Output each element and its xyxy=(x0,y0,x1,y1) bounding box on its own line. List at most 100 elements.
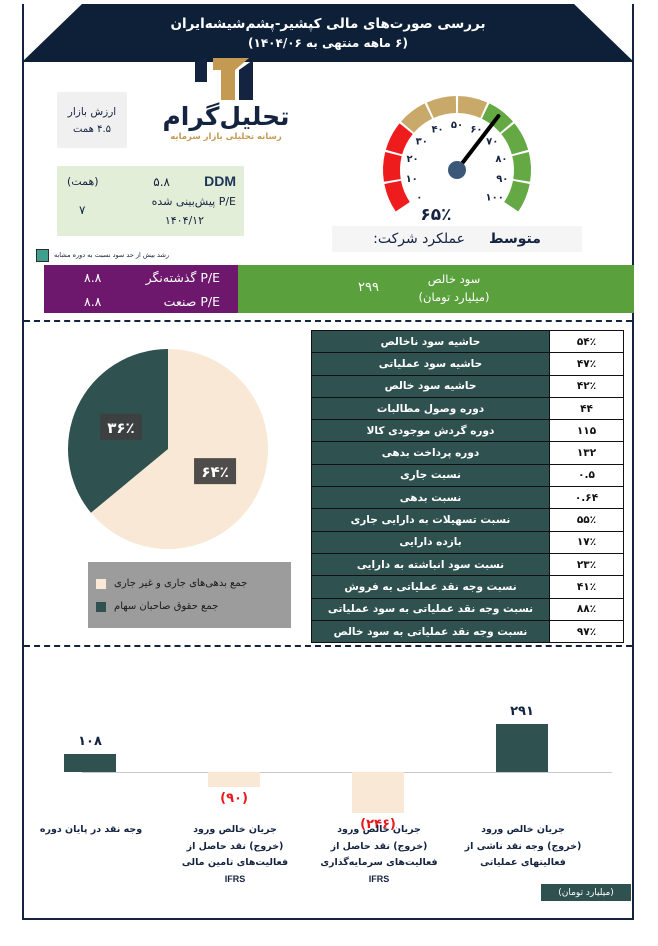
market-value-box: ارزش بازار ۴.۵ همت xyxy=(57,92,127,148)
svg-text:۰: ۰ xyxy=(416,192,422,203)
ratio-value: ۴۱٪ xyxy=(549,575,624,599)
svg-text:۶۰: ۶۰ xyxy=(470,124,482,135)
page-border xyxy=(22,4,634,920)
logo-mark-icon xyxy=(152,56,300,102)
bar-group: (۲۴۶) جریان خالص ورود (خروج) نقد حاصل از فع… xyxy=(302,652,454,917)
note-text: رشد بیش از حد سود نسبت به دوره مشابه xyxy=(54,251,170,259)
ratio-label: حاشیه سود ناخالص xyxy=(311,329,550,354)
table-row: ۵۵٪ نسبت تسهیلات به دارایی جاری xyxy=(311,508,624,532)
legend-label-liabilities: جمع بدهی‌های جاری و غیر جاری xyxy=(114,578,248,589)
table-row: ۵۴٪ حاشیه سود ناخالص xyxy=(311,329,624,354)
ratio-label: نسبت تسهیلات به دارایی جاری xyxy=(311,508,550,532)
ratio-label: نسبت سود انباشته به دارایی xyxy=(311,552,550,577)
table-row: ۴۷٪ حاشیه سود عملیاتی xyxy=(311,352,624,376)
svg-text:۷۰: ۷۰ xyxy=(486,136,498,147)
ratio-value: ۵۵٪ xyxy=(549,508,624,532)
forward-pe-label: P/E پیش‌بینی شده xyxy=(151,195,236,208)
ratio-value: ۲۳٪ xyxy=(549,552,624,577)
chart-unit-text: (میلیارد تومان) xyxy=(558,887,614,898)
bar-category-label: جریان خالص ورود (خروج) نقد حاصل از فعالیت‌… xyxy=(181,824,289,884)
table-row: ۸۸٪ نسبت وجه نقد عملیاتی به سود عملیاتی xyxy=(311,597,624,621)
net-profit-label: سود خالص (میلیارد تومان) xyxy=(354,271,554,307)
bar-group: (۹۰) جریان خالص ورود (خروج) نقد حاصل از فعا… xyxy=(158,652,310,917)
table-row: ۲۳٪ نسبت سود انباشته به دارایی xyxy=(311,552,624,577)
bar-value-label: ۲۹۱ xyxy=(510,703,534,719)
pie-slice xyxy=(90,349,269,549)
table-row: ۱۷٪ بازده دارایی xyxy=(311,530,624,554)
ratio-label: حاشیه سود عملیاتی xyxy=(311,352,550,376)
pie-legend: جمع بدهی‌های جاری و غیر جاری جمع حقوق صا… xyxy=(88,562,291,628)
header-banner: بررسی صورت‌های مالی کپشیر-پشم‌شیشه‌ایران… xyxy=(22,4,634,62)
ratio-label: دوره پرداخت بدهی xyxy=(311,441,550,465)
table-row: ۹۷٪ نسبت وجه نقد عملیاتی به سود خالص xyxy=(311,619,624,644)
table-row: ۴۴ دوره وصول مطالبات xyxy=(311,396,624,421)
svg-text:۵۰: ۵۰ xyxy=(451,120,463,131)
market-value-label: ارزش بازار xyxy=(67,105,117,118)
header-trapezoid-shape xyxy=(22,4,634,62)
performance-gauge: ۰ ۱۰ ۲۰ ۳۰ ۴۰ ۵۰ ۶۰ ۷۰ ۸۰ ۹۰ ۱۰۰ ۶۵٪ xyxy=(352,78,562,228)
performance-caption: متوسط عملکرد شرکت: xyxy=(332,226,582,252)
note-indicator-icon xyxy=(36,248,49,262)
table-row: ۴۱٪ نسبت وجه نقد عملیاتی به فروش xyxy=(311,575,624,599)
net-profit-label-line2: (میلیارد تومان) xyxy=(418,289,490,304)
industry-pe-value: ۸.۸ xyxy=(84,293,102,309)
ratio-label: حاشیه سود خالص xyxy=(311,374,550,398)
gauge-hub xyxy=(448,161,466,179)
pie-svg: ۶۴٪ ۳۶٪ xyxy=(68,349,269,549)
table-row: ۰.۵ نسبت جاری xyxy=(311,463,624,488)
performance-label: عملکرد شرکت: xyxy=(373,231,465,247)
pie-data-label: ۶۴٪ xyxy=(201,463,228,481)
ratio-value: ۵۴٪ xyxy=(549,329,624,354)
net-profit-panel: سود خالص (میلیارد تومان) ۲۹۹ xyxy=(238,265,634,313)
ratio-value: ۰.۵ xyxy=(549,463,624,488)
net-profit-label-line1: سود خالص xyxy=(427,272,481,286)
bar-value-label: (۹۰) xyxy=(220,790,248,806)
brand-logo: تحلیل‌گرام رسانه تحلیلی بازار سرمایه xyxy=(152,56,300,146)
chart-baseline xyxy=(82,772,612,773)
svg-text:۱۰۰: ۱۰۰ xyxy=(486,192,504,203)
bar-group: ۲۹۱ جریان خالص ورود (خروج) وجه نقد ناشی از… xyxy=(446,652,598,917)
bar xyxy=(208,772,260,787)
ratio-value: ۴۲٪ xyxy=(549,374,624,398)
page-title: بررسی صورت‌های مالی کپشیر-پشم‌شیشه‌ایران xyxy=(170,16,486,32)
ratio-label: نسبت وجه نقد عملیاتی به سود خالص xyxy=(311,619,550,644)
ratio-value: ۱۷٪ xyxy=(549,530,624,554)
legend-label-equity: جمع حقوق صاحبان سهام xyxy=(114,601,219,612)
industry-pe-label: P/E صنعت xyxy=(163,293,220,309)
chart-unit-badge: (میلیارد تومان) xyxy=(541,884,631,901)
pie-data-label: ۳۶٪ xyxy=(107,419,134,437)
ddm-label: DDM xyxy=(204,173,236,189)
ratio-value: ۰.۶۴ xyxy=(549,486,624,510)
ratio-label: نسبت وجه نقد عملیاتی به سود عملیاتی xyxy=(311,597,550,621)
ratio-label: بازده دارایی xyxy=(311,530,550,554)
market-value-amount: ۴.۵ همت xyxy=(73,123,111,135)
svg-text:۹۰: ۹۰ xyxy=(496,174,508,185)
ddm-value: ۵.۸ xyxy=(153,175,170,189)
ratio-value: ۱۳۲ xyxy=(549,441,624,465)
svg-text:۲۰: ۲۰ xyxy=(406,154,418,165)
section-divider-top xyxy=(24,320,632,322)
page-border-bottom xyxy=(22,918,634,920)
svg-text:۸۰: ۸۰ xyxy=(495,154,507,165)
table-row: ۱۳۲ دوره پرداخت بدهی xyxy=(311,441,624,465)
ratio-value: ۴۷٪ xyxy=(549,352,624,376)
ratio-label: دوره گردش موجودی کالا xyxy=(311,419,550,443)
ratio-value: ۸۸٪ xyxy=(549,597,624,621)
performance-value: متوسط xyxy=(488,231,541,247)
table-row: ۰.۶۴ نسبت بدهی xyxy=(311,486,624,510)
page-subtitle: (۶ ماهه منتهی به ۱۴۰۴/۰۶) xyxy=(248,36,408,50)
ratio-label: دوره وصول مطالبات xyxy=(311,396,550,421)
net-profit-value: ۲۹۹ xyxy=(358,280,379,295)
table-row: ۱۱۵ دوره گردش موجودی کالا xyxy=(311,419,624,443)
legend-item-liabilities: جمع بدهی‌های جاری و غیر جاری xyxy=(88,578,279,589)
bar-category-label: وجه نقد در پایان دوره xyxy=(39,824,143,835)
cashflow-bar-chart: ۲۹۱ جریان خالص ورود (خروج) وجه نقد ناشی از… xyxy=(24,652,632,917)
bar-group: ۱۰۸ وجه نقد در پایان دوره xyxy=(14,652,166,917)
valuation-box: DDM ۵.۸ (همت) P/E پیش‌بینی شده ۱۴۰۴/۱۲ ۷ xyxy=(57,166,244,236)
bar xyxy=(352,772,404,813)
ratio-label: نسبت بدهی xyxy=(311,486,550,510)
svg-text:۱۰: ۱۰ xyxy=(406,174,418,185)
trailing-pe-label: P/E گذشته‌نگر xyxy=(145,269,220,285)
